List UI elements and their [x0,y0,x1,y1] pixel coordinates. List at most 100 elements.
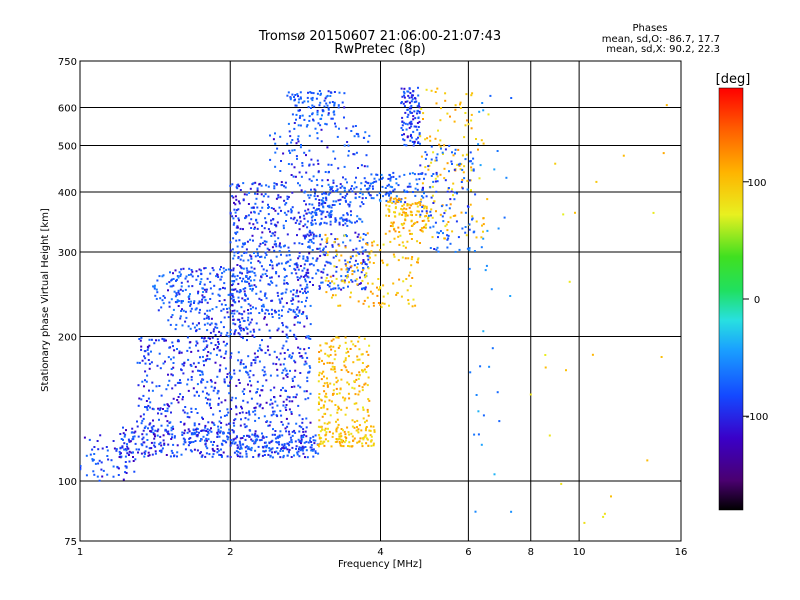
scatter-point [207,351,210,353]
scatter-point [246,269,249,272]
scatter-point [184,406,187,408]
scatter-point [422,204,425,207]
scatter-point [233,201,235,204]
scatter-point [195,344,197,347]
scatter-point [337,407,340,410]
scatter-point [343,234,346,237]
scatter-point [480,139,483,142]
scatter-point [344,357,347,360]
scatter-point [270,308,273,311]
scatter-point [473,230,476,233]
scatter-point [241,245,244,248]
scatter-point [157,339,160,342]
scatter-point [276,147,279,150]
scatter-point [345,235,348,238]
scatter-point [199,356,201,359]
scatter-point [107,458,110,461]
scatter-point [294,94,297,96]
scatter-point [347,445,349,447]
scatter-point [412,298,415,301]
scatter-point [346,276,348,279]
scatter-point [307,91,309,94]
scatter-point [395,178,398,180]
scatter-point [152,425,155,428]
scatter-point [304,456,306,459]
scatter-point [385,204,388,207]
scatter-point [248,410,250,413]
scatter-point [449,203,452,206]
scatter-point [406,185,409,188]
scatter-point [136,361,139,364]
scatter-point [383,302,386,305]
scatter-point [351,255,354,258]
scatter-point [230,288,233,291]
scatter-point [367,305,370,308]
scatter-point [361,389,364,392]
scatter-point [306,290,309,293]
scatter-point [191,322,194,325]
scatter-point [259,439,262,442]
scatter-point [275,255,278,258]
scatter-point [297,300,300,303]
scatter-point [408,87,411,90]
scatter-point [319,443,322,445]
scatter-point [276,329,279,332]
scatter-point [106,449,109,452]
scatter-point [234,215,237,218]
scatter-point [254,430,257,433]
scatter-point [326,237,329,240]
scatter-point [216,436,219,438]
scatter-point [315,212,318,214]
scatter-point [299,347,302,350]
scatter-point [200,380,203,383]
scatter-point [471,162,474,165]
scatter-point [295,313,298,316]
scatter-point [347,350,350,353]
scatter-point [362,260,365,263]
scatter-point [362,203,365,205]
scatter-point [344,413,347,416]
scatter-point [444,179,447,182]
scatter-point [351,445,354,448]
scatter-point [231,396,234,399]
scatter-point [416,110,419,112]
scatter-point [395,195,398,198]
scatter-point [312,284,314,286]
scatter-point [228,307,231,310]
scatter-point [297,384,300,387]
scatter-point [144,370,147,373]
scatter-point [338,440,341,443]
scatter-point [310,107,312,109]
scatter-point [288,265,291,267]
scatter-point [327,113,330,116]
scatter-point [410,219,413,222]
scatter-point [237,183,240,186]
scatter-point [285,282,288,284]
scatter-point [310,216,313,219]
scatter-point [275,441,278,443]
scatter-point [222,286,224,289]
scatter-point [248,435,251,438]
scatter-point [297,182,299,185]
scatter-point [199,452,202,455]
scatter-point [300,313,303,315]
scatter-point [286,375,289,378]
scatter-point [233,312,236,315]
scatter-point [403,96,406,99]
scatter-point [229,444,232,447]
scatter-point [89,453,92,456]
scatter-point [83,436,86,439]
scatter-point [320,349,323,352]
scatter-point [316,137,319,140]
scatter-point [301,162,304,164]
scatter-point [277,262,280,265]
scatter-point [321,185,324,188]
scatter-point [290,217,293,220]
scatter-point [342,224,345,227]
scatter-point [322,370,325,373]
scatter-point [283,267,286,270]
scatter-point [291,297,294,300]
scatter-point [405,128,408,131]
scatter-point [307,241,310,243]
scatter-point [253,228,256,230]
